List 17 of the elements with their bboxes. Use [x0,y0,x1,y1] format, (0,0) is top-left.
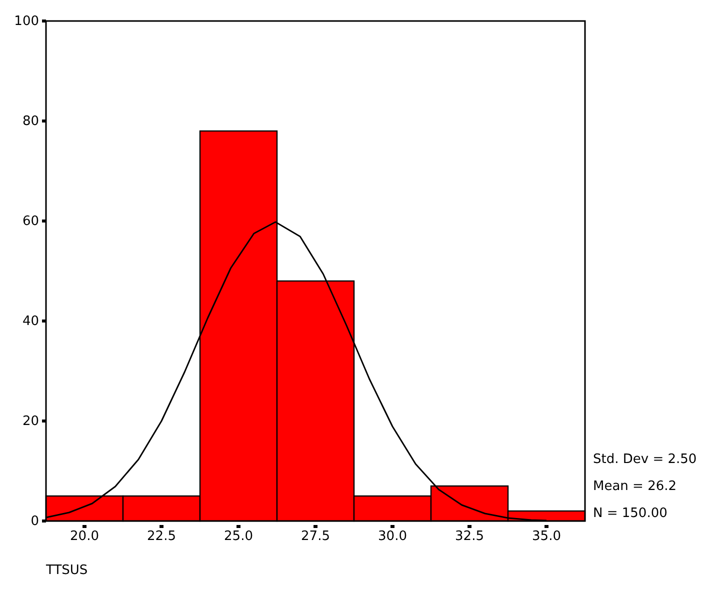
y-tick-label: 40 [22,314,39,330]
y-tick-label: 80 [22,114,39,130]
x-axis-title: TTSUS [45,563,88,578]
y-tick-label: 100 [14,14,39,30]
text: Std. Dev = 2.50 [593,452,697,467]
y-tick-label: 20 [22,414,39,430]
text: Mean = 26.2 [593,479,677,494]
y-tick-label: 60 [22,214,39,230]
x-tick-label: 22.5 [147,529,176,544]
x-tick-label: 32.5 [455,529,484,544]
y-tick-label: 0 [30,514,39,530]
x-tick-label: 30.0 [378,529,407,544]
x-tick-label: 35.0 [532,529,561,544]
text: N = 150.00 [593,506,668,521]
x-tick-label: 25.0 [224,529,253,544]
x-tick-label: 20.0 [70,529,99,544]
x-tick-label: 27.5 [301,529,330,544]
